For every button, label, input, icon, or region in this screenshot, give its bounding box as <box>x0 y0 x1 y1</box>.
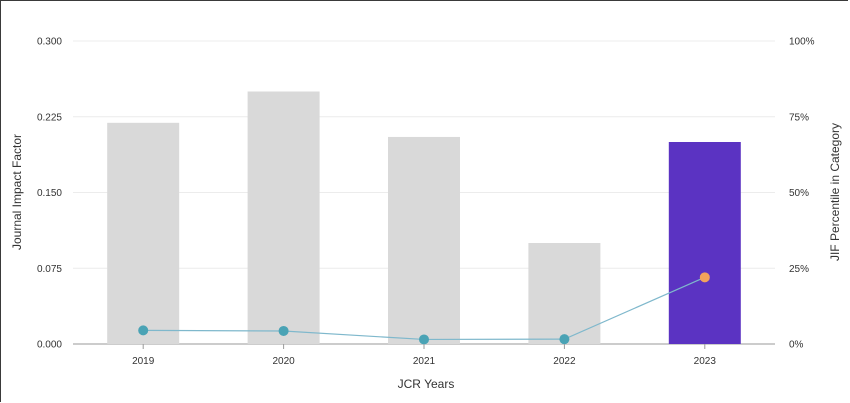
y-tick-label: 0.300 <box>37 37 62 48</box>
y-axis-title: Journal Impact Factor <box>10 134 24 250</box>
bars <box>107 91 741 344</box>
y-tick-label: 0.225 <box>37 112 62 123</box>
x-axis-title: JCR Years <box>398 377 455 391</box>
x-tick-label: 2021 <box>413 356 436 367</box>
y-tick-label: 0.150 <box>37 188 62 199</box>
left-y-axis-ticks: 0.000 0.075 0.150 0.225 0.300 <box>37 37 62 351</box>
bar-2019 <box>107 122 180 344</box>
bar-2023 <box>668 142 741 344</box>
x-tick-label: 2023 <box>694 356 717 367</box>
bar-2021 <box>388 136 460 344</box>
y2-tick-label: 50% <box>789 188 809 199</box>
percentile-point-2023 <box>699 272 710 283</box>
y-tick-label: 0.075 <box>37 264 62 275</box>
y2-axis-title: JIF Percentile in Category <box>828 123 842 261</box>
bar-2020 <box>247 91 320 344</box>
x-tick-label: 2020 <box>272 356 295 367</box>
x-tick-label: 2022 <box>553 356 576 367</box>
x-axis-ticks: 2019 2020 2021 2022 2023 <box>132 344 716 367</box>
percentile-point-2022 <box>559 334 570 345</box>
percentile-point-2019 <box>138 325 149 336</box>
y-tick-label: 0.000 <box>37 340 62 351</box>
percentile-point-2021 <box>419 334 429 345</box>
y2-tick-label: 0% <box>789 340 804 351</box>
bar-2022 <box>528 243 601 344</box>
percentile-point-2020 <box>278 325 289 336</box>
y2-tick-label: 75% <box>789 112 809 123</box>
right-y-axis-ticks: 0% 25% 50% 75% 100% <box>789 37 815 351</box>
x-tick-label: 2019 <box>132 356 155 367</box>
percentile-line <box>138 272 710 345</box>
y2-tick-label: 100% <box>789 37 815 48</box>
y2-tick-label: 25% <box>789 264 809 275</box>
